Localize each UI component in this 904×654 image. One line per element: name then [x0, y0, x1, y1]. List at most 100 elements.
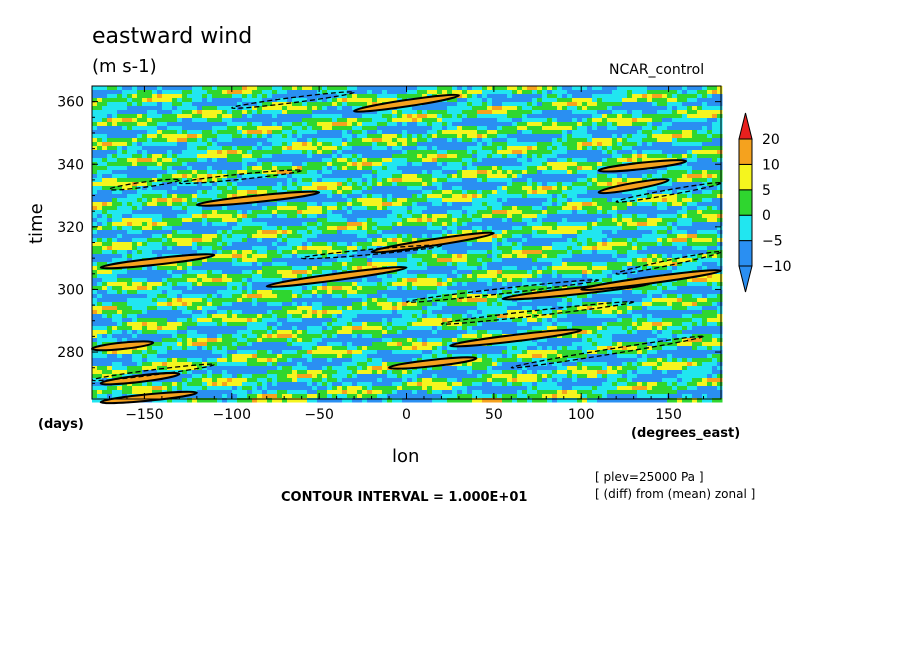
- field-cell: [197, 134, 203, 139]
- field-cell: [377, 134, 383, 139]
- field-cell: [162, 226, 168, 231]
- field-cell: [202, 98, 208, 103]
- field-cell: [562, 134, 568, 139]
- field-cell: [517, 106, 523, 111]
- field-cell: [232, 234, 238, 239]
- field-cell: [147, 222, 153, 227]
- field-cell: [447, 210, 453, 215]
- field-cell: [347, 158, 353, 163]
- field-cell: [242, 226, 248, 231]
- field-cell: [407, 126, 413, 131]
- field-cell: [452, 174, 458, 179]
- field-cell: [307, 142, 313, 147]
- field-cell: [647, 114, 653, 119]
- field-cell: [277, 138, 283, 143]
- field-cell: [372, 90, 378, 95]
- field-cell: [192, 218, 198, 223]
- field-cell: [602, 86, 608, 91]
- field-cell: [547, 162, 553, 167]
- field-cell: [97, 226, 103, 231]
- field-cell: [197, 190, 203, 195]
- field-cell: [297, 138, 303, 143]
- field-cell: [602, 114, 608, 119]
- field-cell: [107, 222, 113, 227]
- field-cell: [257, 142, 263, 147]
- field-cell: [422, 94, 428, 99]
- field-cell: [292, 238, 298, 243]
- field-cell: [292, 118, 298, 123]
- field-cell: [552, 174, 558, 179]
- field-cell: [327, 122, 333, 127]
- field-cell: [407, 186, 413, 191]
- field-cell: [422, 130, 428, 135]
- field-cell: [267, 242, 273, 247]
- field-cell: [352, 110, 358, 115]
- field-cell: [312, 106, 318, 111]
- field-cell: [382, 86, 388, 91]
- field-cell: [97, 158, 103, 163]
- field-cell: [187, 226, 193, 231]
- field-cell: [187, 178, 193, 183]
- field-cell: [507, 226, 513, 231]
- field-cell: [397, 174, 403, 179]
- field-cell: [247, 178, 253, 183]
- field-cell: [377, 234, 383, 239]
- field-cell: [372, 122, 378, 127]
- field-cell: [92, 214, 98, 219]
- field-cell: [172, 182, 178, 187]
- field-cell: [437, 102, 443, 107]
- field-cell: [192, 102, 198, 107]
- field-cell: [432, 198, 438, 203]
- field-cell: [217, 238, 223, 243]
- field-cell: [362, 202, 368, 207]
- field-cell: [157, 174, 163, 179]
- field-cell: [577, 230, 583, 235]
- field-cell: [437, 190, 443, 195]
- field-cell: [587, 110, 593, 115]
- field-cell: [147, 158, 153, 163]
- field-cell: [542, 178, 548, 183]
- field-cell: [602, 98, 608, 103]
- field-cell: [457, 126, 463, 131]
- field-cell: [682, 202, 688, 207]
- field-cell: [692, 86, 698, 91]
- field-cell: [667, 234, 673, 239]
- field-cell: [652, 174, 658, 179]
- field-cell: [397, 202, 403, 207]
- field-cell: [672, 186, 678, 191]
- field-cell: [392, 194, 398, 199]
- field-cell: [657, 138, 663, 143]
- field-cell: [147, 190, 153, 195]
- field-cell: [672, 126, 678, 131]
- field-cell: [387, 138, 393, 143]
- field-cell: [317, 222, 323, 227]
- field-cell: [127, 222, 133, 227]
- field-cell: [542, 162, 548, 167]
- field-cell: [502, 118, 508, 123]
- field-cell: [342, 198, 348, 203]
- field-cell: [692, 102, 698, 107]
- field-cell: [682, 210, 688, 215]
- field-cell: [707, 102, 713, 107]
- field-cell: [222, 230, 228, 235]
- field-cell: [332, 126, 338, 131]
- field-cell: [352, 190, 358, 195]
- field-cell: [467, 90, 473, 95]
- field-cell: [197, 86, 203, 91]
- field-cell: [462, 178, 468, 183]
- field-cell: [487, 226, 493, 231]
- field-cell: [437, 214, 443, 219]
- field-cell: [197, 138, 203, 143]
- field-cell: [427, 86, 433, 91]
- field-cell: [117, 146, 123, 151]
- field-cell: [397, 134, 403, 139]
- field-cell: [597, 234, 603, 239]
- field-cell: [647, 238, 653, 243]
- field-cell: [307, 186, 313, 191]
- field-cell: [677, 206, 683, 211]
- field-cell: [617, 122, 623, 127]
- field-cell: [232, 130, 238, 135]
- field-cell: [587, 86, 593, 91]
- field-cell: [622, 110, 628, 115]
- field-cell: [242, 218, 248, 223]
